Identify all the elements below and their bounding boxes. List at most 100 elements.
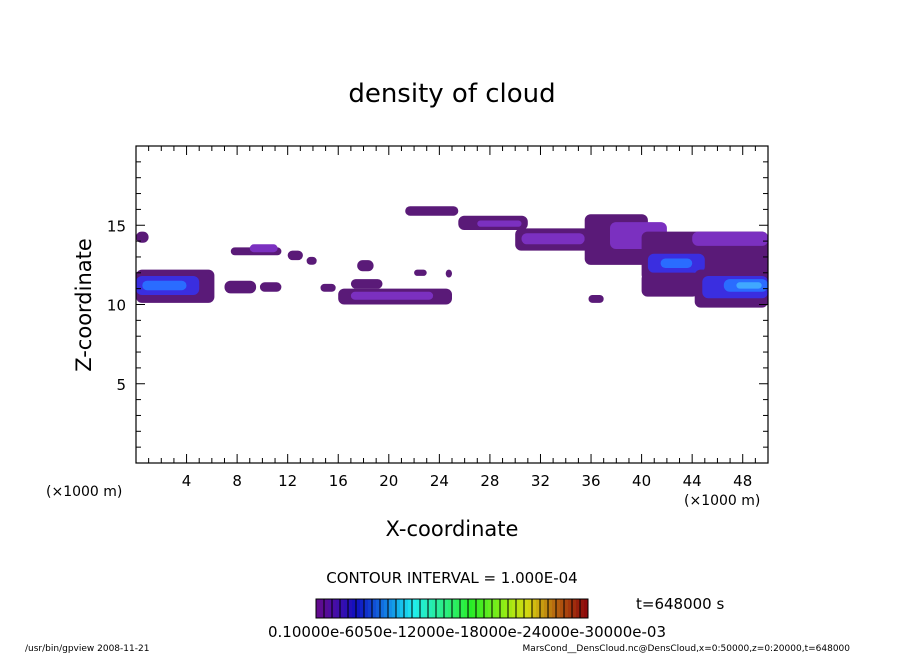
colorbar-cell: [324, 599, 329, 618]
density-region-26: [692, 231, 768, 246]
colorbar-cell: [436, 599, 441, 618]
density-region-29: [641, 272, 699, 297]
colorbar-cell: [384, 599, 389, 618]
density-region-33: [736, 282, 762, 289]
colorbar-cell: [584, 599, 589, 618]
density-region-19: [477, 220, 522, 227]
colorbar-cell: [560, 599, 565, 618]
colorbar-cell: [564, 599, 569, 618]
y-tick-label: 10: [107, 297, 126, 315]
colorbar-cell: [568, 599, 573, 618]
colorbar-cell: [372, 599, 377, 618]
x-axis-label: X-coordinate: [386, 517, 519, 541]
colorbar-cell: [440, 599, 445, 618]
contour-interval: CONTOUR INTERVAL = 1.000E-04: [326, 569, 577, 587]
x-tick-label: 40: [632, 472, 651, 490]
density-region-22: [588, 295, 604, 303]
colorbar-cell: [516, 599, 521, 618]
x-tick-label: 12: [278, 472, 297, 490]
chart-title: density of cloud: [348, 79, 555, 109]
colorbar-cell: [408, 599, 413, 618]
colorbar-cell: [396, 599, 401, 618]
colorbar-cell: [432, 599, 437, 618]
x-unit-right: (×1000 m): [684, 493, 760, 509]
density-region-28: [660, 258, 693, 268]
colorbar-cell: [444, 599, 449, 618]
colorbar-cell: [448, 599, 453, 618]
density-region-8: [287, 250, 303, 261]
x-tick-label: 20: [379, 472, 398, 490]
x-tick-label: 44: [683, 472, 702, 490]
colorbar-cell: [404, 599, 409, 618]
colorbar-cell: [480, 599, 485, 618]
x-tick-label: 8: [232, 472, 242, 490]
colorbar-cell: [464, 599, 469, 618]
colorbar-cell: [544, 599, 549, 618]
cloud-density-field: [136, 206, 768, 308]
x-axis-ticks: 4 8 12 16 20 24 28 32 36 40 44 48: [148, 146, 756, 490]
x-tick-label: 16: [329, 472, 348, 490]
density-region-16: [445, 269, 452, 278]
colorbar-cell: [316, 599, 321, 618]
colorbar-cell: [496, 599, 501, 618]
colorbar-cell: [380, 599, 385, 618]
colorbar-cell: [468, 599, 473, 618]
colorbar-cell: [472, 599, 477, 618]
colorbar-cell: [376, 599, 381, 618]
colorbar-cell: [332, 599, 337, 618]
density-region-7: [249, 244, 278, 253]
y-tick-label: 15: [107, 217, 126, 235]
colorbar-cell: [484, 599, 489, 618]
density-region-21: [521, 233, 585, 245]
density-region-9: [306, 256, 317, 265]
colorbar-cell: [456, 599, 461, 618]
colorbar-cell: [412, 599, 417, 618]
colorbar-cell: [348, 599, 353, 618]
colorbar-cell: [424, 599, 429, 618]
density-region-10: [320, 283, 336, 292]
density-region-0: [136, 231, 149, 243]
colorbar-cell: [548, 599, 553, 618]
colorbar-frame: [315, 598, 589, 619]
density-region-15: [414, 269, 427, 276]
y-axis-label: Z-coordinate: [72, 238, 96, 372]
colorbar-cell: [508, 599, 513, 618]
colorbar-cell: [320, 599, 325, 618]
density-region-5: [259, 282, 282, 292]
colorbar-cell: [368, 599, 373, 618]
colorbar-cell: [528, 599, 533, 618]
x-tick-label: 32: [531, 472, 550, 490]
density-region-14: [357, 260, 374, 272]
colorbar-cell: [520, 599, 525, 618]
colorbar-cell: [328, 599, 333, 618]
colorbar-cell: [336, 599, 341, 618]
density-region-13: [350, 279, 383, 289]
colorbar-cell: [356, 599, 361, 618]
colorbar-cell: [556, 599, 561, 618]
colorbar-cell: [576, 599, 581, 618]
x-tick-label: 24: [430, 472, 449, 490]
colorbar-cell: [420, 599, 425, 618]
x-unit-left: (×1000 m): [46, 484, 122, 500]
colorbar-cell: [452, 599, 457, 618]
colorbar-cell: [416, 599, 421, 618]
colorbar-cell: [428, 599, 433, 618]
x-tick-label: 48: [733, 472, 752, 490]
colorbar-cell: [532, 599, 537, 618]
colorbar-cell: [364, 599, 369, 618]
colorbar-cell: [524, 599, 529, 618]
density-region-3: [142, 280, 187, 291]
density-region-17: [405, 206, 459, 216]
colorbar-cell: [492, 599, 497, 618]
colorbar-cell: [344, 599, 349, 618]
colorbar-cell: [500, 599, 505, 618]
colorbar-cell: [512, 599, 517, 618]
colorbar-cell: [460, 599, 465, 618]
colorbar-cell: [476, 599, 481, 618]
colorbar-cell: [340, 599, 345, 618]
colorbar-cell: [388, 599, 393, 618]
colorbar-cell: [536, 599, 541, 618]
x-tick-label: 4: [182, 472, 192, 490]
colorbar-cell: [540, 599, 545, 618]
x-tick-label: 36: [581, 472, 600, 490]
